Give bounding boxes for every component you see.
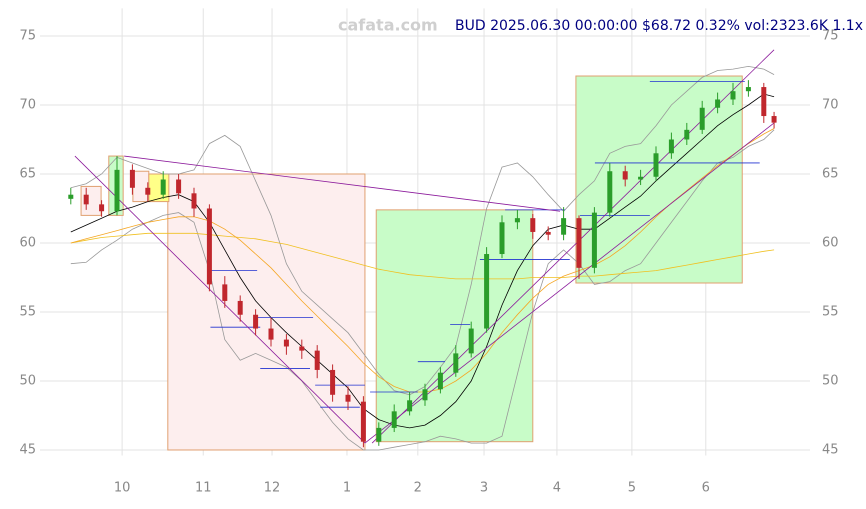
y-tick-label: 65 (19, 166, 36, 181)
candle-body (530, 218, 536, 232)
candle-body (345, 394, 351, 402)
candle-body (283, 339, 289, 347)
candle-body (314, 350, 320, 370)
candle-body (160, 179, 166, 195)
zone (132, 170, 150, 203)
indicator-line (70, 129, 775, 451)
x-tick-label: 1 (343, 481, 351, 496)
x-tick-label: 3 (480, 481, 488, 496)
line-layer (70, 49, 775, 451)
y-tick-label: 75 (19, 28, 36, 43)
y-tick-label: 55 (19, 304, 36, 319)
candle-body (268, 328, 274, 340)
candle-body (668, 139, 674, 154)
x-tick-label: 10 (114, 481, 131, 496)
x-tick-label: 11 (195, 481, 212, 496)
candle-body (468, 328, 474, 354)
candle-body (699, 107, 705, 130)
y-tick-label-right: 65 (822, 166, 839, 181)
candle-body (484, 254, 490, 329)
candle-body (653, 153, 659, 177)
candle-body (83, 194, 89, 205)
indicator-line (70, 232, 775, 280)
x-tick-label: 2 (414, 481, 422, 496)
candle-body (561, 218, 567, 235)
candle-body (715, 99, 721, 108)
candle-body (607, 171, 613, 213)
candle-body (253, 314, 259, 329)
candle-body (638, 176, 644, 180)
zone (575, 75, 743, 284)
candle-body (745, 87, 751, 92)
candle-body (68, 194, 74, 199)
candle-body (99, 204, 105, 212)
candle-body (499, 222, 505, 255)
candle-body (591, 212, 597, 268)
candle-body (622, 171, 628, 180)
candle-body (237, 300, 243, 315)
x-tick-label: 12 (264, 481, 281, 496)
candle-body (191, 193, 197, 209)
candle-body (129, 169, 135, 188)
candle-layer (68, 80, 777, 448)
text-layer: cafata.com BUD 2025.06.30 00:00:00 $68.7… (338, 16, 863, 35)
y-tick-label-right: 60 (822, 235, 839, 250)
y-tick-label-right: 55 (822, 304, 839, 319)
candle-body (114, 169, 120, 212)
y-tick-label: 70 (19, 97, 36, 112)
candle-body (545, 231, 551, 235)
chart-title: BUD 2025.06.30 00:00:00 $68.72 0.32% vol… (455, 18, 863, 34)
y-tick-label-right: 75 (822, 28, 839, 43)
candle-body (730, 91, 736, 100)
candle-body (330, 369, 336, 395)
candle-body (407, 400, 413, 412)
zone (148, 173, 170, 203)
x-tick-label: 4 (553, 481, 561, 496)
y-tick-label: 45 (19, 442, 36, 457)
candle-body (684, 129, 690, 140)
y-tick-label-right: 50 (822, 373, 839, 388)
indicator-line (70, 93, 775, 429)
y-tick-label-right: 70 (822, 97, 839, 112)
candle-body (176, 179, 182, 194)
candle-body (360, 401, 366, 442)
candle-body (376, 427, 382, 442)
trendline (74, 155, 366, 444)
candle-body (299, 346, 305, 351)
candle-body (437, 372, 443, 390)
candle-body (145, 187, 151, 195)
candle-body (222, 284, 228, 301)
x-tick-label: 5 (628, 481, 636, 496)
y-tick-label: 60 (19, 235, 36, 250)
candle-body (576, 218, 582, 268)
candle-body (453, 353, 459, 373)
candle-body (206, 208, 212, 285)
candle-body (391, 411, 397, 428)
watermark: cafata.com (338, 16, 438, 35)
candle-body (422, 389, 428, 401)
x-tick-label: 6 (702, 481, 710, 496)
trendline (364, 122, 775, 444)
candle-body (514, 218, 520, 223)
candle-body (771, 116, 777, 123)
y-tick-label-right: 45 (822, 442, 839, 457)
trendline (124, 155, 561, 212)
y-tick-label: 50 (19, 373, 36, 388)
candle-body (761, 87, 767, 117)
